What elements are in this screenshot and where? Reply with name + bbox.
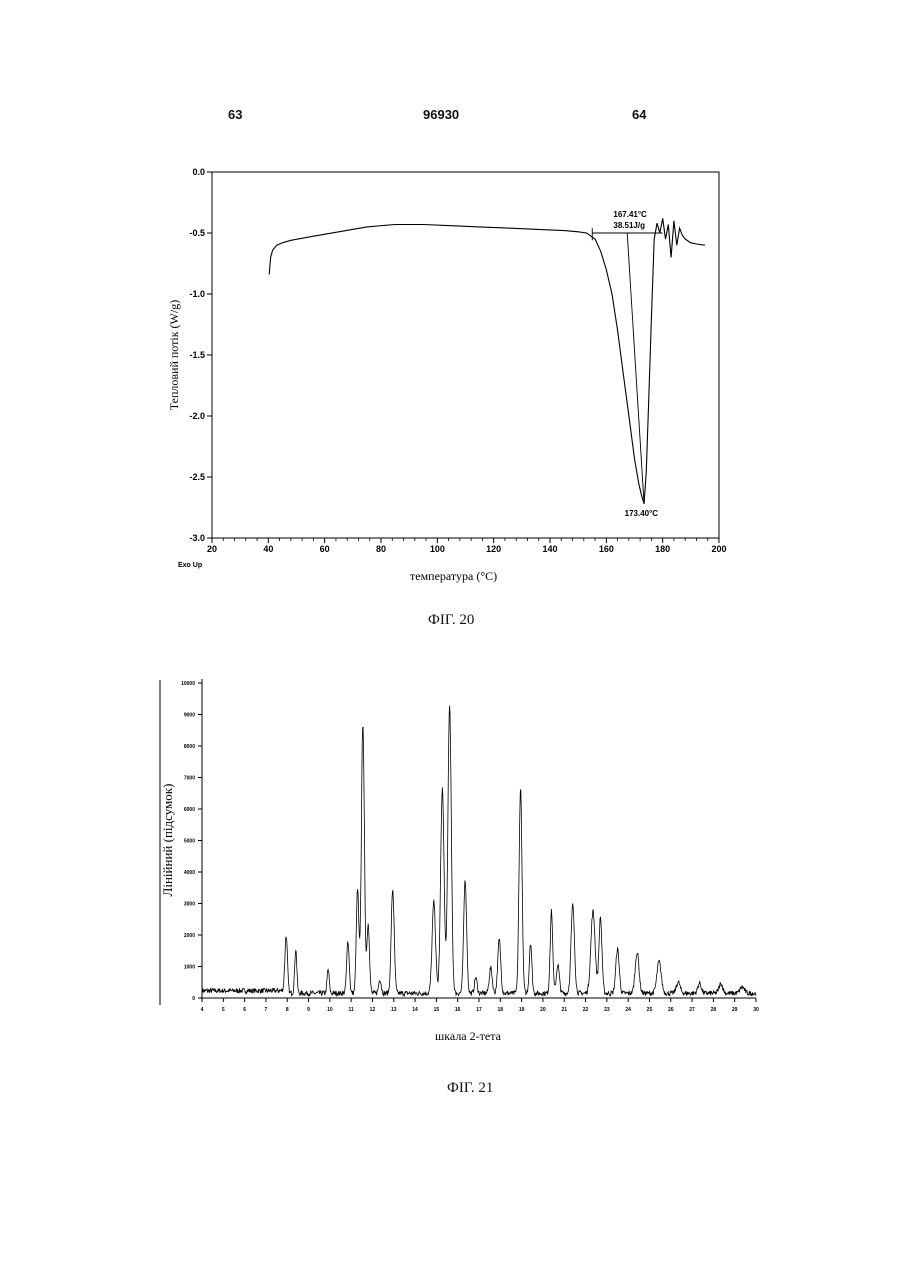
x-tick-label: 12 — [370, 1007, 376, 1013]
y-tick-label: 5000 — [184, 839, 195, 845]
onset-tangent — [626, 232, 645, 504]
y-tick-label: 0.0 — [192, 167, 205, 177]
dsc-chart: 20 40 60 80 100 120 140 160 180 200 0.0 -0.5 -1.0 -1.… — [167, 167, 727, 583]
figure-20-caption: ФІГ. 20 — [428, 612, 475, 628]
x-tick-label: 21 — [561, 1007, 567, 1013]
x-tick-label: 80 — [376, 544, 386, 554]
x-tick-label: 6 — [243, 1007, 246, 1013]
x-tick-label: 14 — [412, 1007, 418, 1013]
y-tick-label: -1.0 — [189, 289, 205, 299]
y-tick-label: -2.0 — [189, 411, 205, 421]
x-tick-label: 15 — [434, 1007, 440, 1013]
y-tick-label: 1000 — [184, 965, 195, 971]
x-tick-label: 18 — [498, 1007, 504, 1013]
y-tick-label: 10000 — [181, 681, 195, 687]
x-tick-label: 17 — [476, 1007, 482, 1013]
x-tick-label: 160 — [599, 544, 614, 554]
x-tick-label: 140 — [542, 544, 557, 554]
x-tick-label: 13 — [391, 1007, 397, 1013]
x-tick-label: 16 — [455, 1007, 461, 1013]
diffractogram-curve — [201, 705, 757, 998]
x-tick-label: 120 — [486, 544, 501, 554]
x-tick-label: 24 — [625, 1007, 631, 1013]
dsc-curve — [268, 218, 705, 504]
x-tick-label: 7 — [265, 1007, 268, 1013]
y-tick-label: 9000 — [184, 713, 195, 719]
x-tick-label: 23 — [604, 1007, 610, 1013]
exo-up-label: Exo Up — [178, 562, 202, 569]
y-tick-label: 4000 — [184, 870, 195, 876]
y-tick-label: 2000 — [184, 933, 195, 939]
x-tick-label: 180 — [655, 544, 670, 554]
x-tick-label: 4 — [201, 1007, 204, 1013]
x-tick-label: 200 — [711, 544, 726, 554]
patent-number: 96930 — [423, 107, 460, 122]
y-tick-label: 3000 — [184, 902, 195, 908]
x-tick-label: 11 — [349, 1007, 355, 1013]
onset-annotation: 167.41°C — [613, 210, 647, 219]
x-tick-label: 30 — [753, 1007, 759, 1013]
y-tick-label: 0 — [192, 996, 195, 1002]
y-tick-label: 8000 — [184, 744, 195, 750]
x-tick-label: 20 — [540, 1007, 546, 1013]
x-tick-label: 19 — [519, 1007, 525, 1013]
y-axis-label: Лінійний (підсумок) — [160, 784, 175, 897]
enthalpy-annotation: 38.51J/g — [613, 221, 645, 230]
x-tick-label: 26 — [668, 1007, 674, 1013]
page-number-right: 64 — [632, 107, 647, 122]
x-tick-label: 29 — [732, 1007, 738, 1013]
x-axis-label: шкала 2-тета — [435, 1029, 502, 1043]
y-tick-label: 7000 — [184, 776, 195, 782]
y-axis-label: Тепловий потік (W/g) — [167, 300, 181, 410]
x-tick-label: 8 — [286, 1007, 289, 1013]
x-tick-label: 25 — [647, 1007, 653, 1013]
x-tick-label: 5 — [222, 1007, 225, 1013]
figure-21-caption: ФІГ. 21 — [447, 1080, 494, 1096]
x-tick-label: 20 — [207, 544, 217, 554]
y-tick-label: -3.0 — [189, 533, 205, 543]
y-tick-label: -0.5 — [189, 228, 205, 238]
x-tick-label: 28 — [711, 1007, 717, 1013]
xrd-chart: 0 1000 2000 3000 4000 5000 6000 7000 8000 9000 100… — [159, 679, 759, 1043]
x-tick-label: 10 — [327, 1007, 333, 1013]
x-axis-label: температура (°C) — [410, 569, 497, 583]
x-tick-label: 27 — [689, 1007, 695, 1013]
y-tick-label: -1.5 — [189, 350, 205, 360]
x-tick-label: 60 — [320, 544, 330, 554]
x-tick-label: 9 — [307, 1007, 310, 1013]
x-tick-label: 22 — [583, 1007, 589, 1013]
y-tick-label: -2.5 — [189, 472, 205, 482]
page-number-left: 63 — [228, 107, 243, 122]
peak-annotation: 173.40°C — [625, 509, 659, 518]
x-tick-label: 40 — [263, 544, 273, 554]
y-tick-label: 6000 — [184, 807, 195, 813]
x-tick-label: 100 — [430, 544, 445, 554]
